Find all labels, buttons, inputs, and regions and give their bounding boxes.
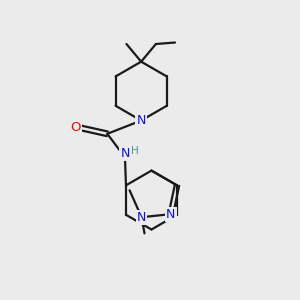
Text: O: O <box>70 122 81 134</box>
Text: N: N <box>120 147 130 160</box>
Text: H: H <box>131 146 139 156</box>
Text: N: N <box>136 114 146 127</box>
Text: N: N <box>137 211 146 224</box>
Text: N: N <box>166 208 176 220</box>
